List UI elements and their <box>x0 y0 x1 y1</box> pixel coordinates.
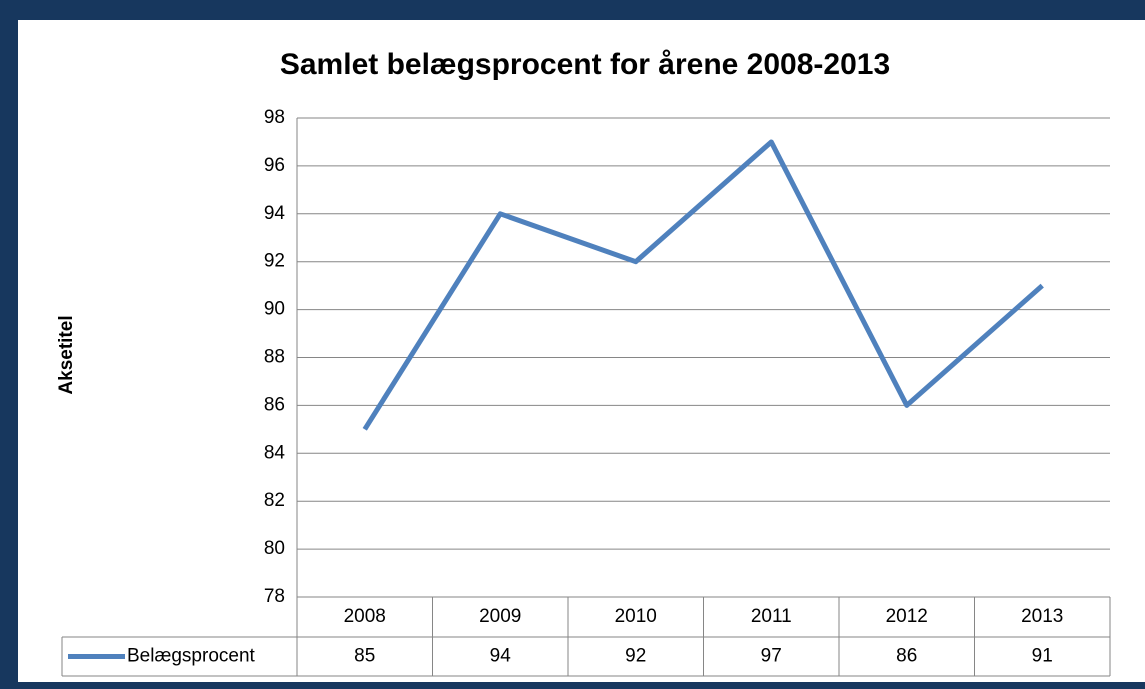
x-tick-label: 2008 <box>344 606 386 627</box>
y-tick-label: 90 <box>264 299 285 320</box>
legend-label: Belægsprocent <box>127 646 256 667</box>
y-tick-label: 94 <box>264 203 286 224</box>
table-value: 92 <box>625 646 646 667</box>
table-value: 94 <box>490 646 512 667</box>
y-axis-title: Aksetitel <box>56 315 77 394</box>
table-value: 91 <box>1032 646 1053 667</box>
y-tick-label: 80 <box>264 538 285 559</box>
y-tick-label: 88 <box>264 347 285 368</box>
table-value: 85 <box>354 646 375 667</box>
table-value: 86 <box>896 646 917 667</box>
y-tick-label: 84 <box>264 442 286 463</box>
y-tick-label: 98 <box>264 107 285 128</box>
y-tick-label: 86 <box>264 394 285 415</box>
y-tick-label: 96 <box>264 155 285 176</box>
y-tick-label: 92 <box>264 251 285 272</box>
chart-title: Samlet belægsprocent for årene 2008-2013 <box>280 48 890 81</box>
y-tick-label: 82 <box>264 490 285 511</box>
x-tick-label: 2013 <box>1021 606 1063 627</box>
x-tick-label: 2012 <box>886 606 928 627</box>
x-tick-label: 2011 <box>751 606 792 627</box>
line-series <box>362 139 1044 431</box>
y-tick-label: 78 <box>264 586 285 607</box>
x-tick-label: 2009 <box>479 606 521 627</box>
x-tick-label: 2010 <box>615 606 657 627</box>
table-value: 97 <box>761 646 782 667</box>
chart-background <box>18 20 1145 682</box>
